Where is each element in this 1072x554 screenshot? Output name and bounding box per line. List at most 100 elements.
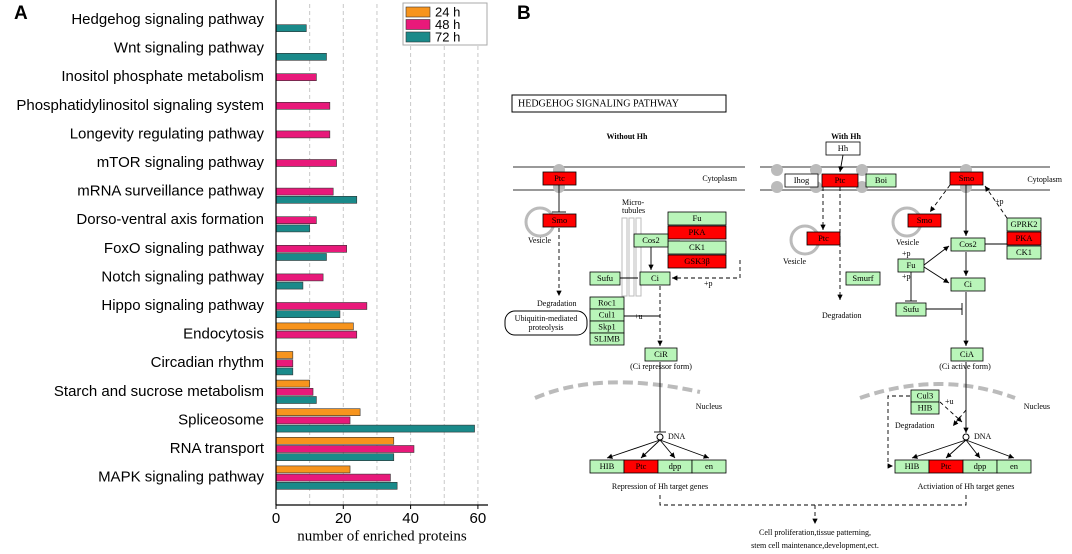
- diagram-label: Nucleus: [1024, 402, 1050, 411]
- gene-node: Ptc: [806, 231, 841, 246]
- gene-node: Cul3: [910, 389, 940, 403]
- node-label: Fu: [693, 213, 703, 223]
- bar: [275, 424, 475, 433]
- bar: [275, 359, 294, 368]
- gene-node: Fu: [667, 211, 727, 226]
- gene-node: GPRK2: [1006, 217, 1042, 232]
- bar: [275, 481, 398, 490]
- bar: [275, 130, 331, 139]
- node-box: [897, 258, 925, 273]
- gene-node: Skp1: [589, 320, 625, 334]
- diagram-label: Ubiquitin-mediated: [515, 314, 578, 323]
- node-label: Cul1: [599, 309, 616, 319]
- node-box: [667, 254, 727, 269]
- diagram-label: tubules: [622, 206, 645, 215]
- diagram-label: With Hh: [831, 132, 861, 141]
- node-box: [950, 347, 984, 362]
- diagram-label: +p: [902, 249, 911, 258]
- gene-node: Smo: [907, 213, 942, 228]
- diagram-label: Degradation: [895, 421, 935, 430]
- diagram-label: Vesicle: [528, 236, 552, 245]
- legend: 24 h48 h72 h: [402, 2, 488, 46]
- node-label: Smurf: [852, 273, 873, 283]
- bar: [275, 416, 351, 425]
- bar: [275, 224, 310, 233]
- node-label: Boi: [875, 175, 888, 185]
- bar: [275, 351, 294, 359]
- gene-node: Ptc: [821, 173, 859, 188]
- gene-node: PKA: [667, 225, 727, 240]
- gene-node: GSK3β: [667, 254, 727, 269]
- gene-node: HIB: [910, 401, 940, 415]
- diagram-label: Cell proliferation,tissue patterning,: [759, 528, 871, 537]
- diagram-label: Activiation of Hh target genes: [918, 482, 1015, 491]
- y-tick-label: Hedgehog signaling pathway: [71, 11, 264, 28]
- legend-label: 48 h: [435, 17, 460, 32]
- diagram-label: Cytoplasm: [702, 174, 737, 183]
- x-tick-label: 0: [272, 510, 280, 527]
- gene-node: Cul1: [589, 308, 625, 322]
- node-box: [865, 173, 897, 188]
- gene-node: CiA: [950, 347, 984, 362]
- diagram-label: +u: [634, 312, 643, 321]
- gene-node: Sufu: [589, 271, 621, 286]
- node-box: [950, 237, 986, 252]
- diagram-label: Without Hh: [607, 132, 649, 141]
- node-box: [1006, 245, 1042, 260]
- node-label: Ptc: [835, 175, 846, 185]
- pathway-diagram: HEDGEHOG SIGNALING PATHWAY Ptc Smo Fu PKA CK1…: [504, 94, 1063, 550]
- node-label: Hh: [838, 143, 849, 153]
- diagram-title: HEDGEHOG SIGNALING PATHWAY: [518, 98, 679, 109]
- node-box: [825, 141, 861, 156]
- diagram-label: Vesicle: [896, 238, 920, 247]
- node-label: HIB: [918, 402, 933, 412]
- node-label: Ci: [964, 279, 973, 289]
- diagram-label: Cytoplasm: [1027, 175, 1062, 184]
- node-label: CiA: [960, 349, 975, 359]
- diagram-label: stem cell maintenance,development,ect.: [751, 541, 879, 550]
- gene-node: HIB: [589, 459, 625, 474]
- node-label: PKA: [1015, 233, 1033, 243]
- gene-node: Ci: [639, 271, 671, 286]
- gene-node: Smo: [542, 213, 577, 228]
- bar: [275, 379, 310, 388]
- bar: [275, 24, 307, 33]
- node-label: SLIMB: [594, 333, 620, 343]
- node-label: GSK3β: [684, 256, 710, 266]
- y-tick-label: Hippo signaling pathway: [101, 297, 264, 314]
- gene-node: CK1: [667, 240, 727, 255]
- legend-swatch: [405, 6, 431, 18]
- node-box: [949, 171, 984, 186]
- node-label: Cul3: [917, 390, 934, 400]
- gene-node: Ptc: [928, 459, 964, 474]
- y-tick-label: mTOR signaling pathway: [97, 154, 265, 171]
- bar: [275, 473, 391, 482]
- gene-node: PKA: [1006, 231, 1042, 246]
- bar: [275, 281, 304, 290]
- node-label: PKA: [688, 227, 706, 237]
- diagram-label: +p: [902, 272, 911, 281]
- node-label: Ihog: [794, 175, 810, 185]
- gene-node: Ptc: [542, 171, 577, 186]
- bar: [275, 187, 334, 196]
- bar: [275, 216, 317, 224]
- bar: [275, 302, 368, 310]
- y-tick-label: Dorso-ventral axis formation: [76, 211, 264, 228]
- gene-node: Roc1: [589, 296, 625, 310]
- diagram-label: +p: [704, 279, 713, 288]
- gene-node: CK1: [1006, 245, 1042, 260]
- legend-label: 72 h: [435, 29, 460, 44]
- bar: [275, 453, 395, 462]
- bar: [275, 73, 317, 81]
- node-box: [1006, 231, 1042, 246]
- bar: [275, 330, 358, 339]
- node-label: en: [705, 461, 714, 471]
- node-label: Ci: [651, 273, 660, 283]
- y-tick-label: Inositol phosphate metabolism: [61, 68, 264, 85]
- bar: [275, 253, 327, 261]
- gene-node: Ci: [950, 277, 986, 292]
- node-label: dpp: [669, 461, 682, 471]
- gene-node: Ihog: [784, 173, 819, 188]
- gene-node: SLIMB: [589, 332, 625, 346]
- node-box: [821, 173, 859, 188]
